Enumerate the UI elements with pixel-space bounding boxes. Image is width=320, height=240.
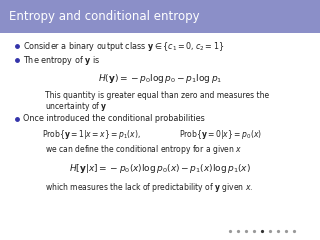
Text: we can define the conditional entropy for a given $x$: we can define the conditional entropy fo… xyxy=(45,144,242,156)
Text: $H[\mathbf{y}|x] = -p_0(x)\log p_0(x) - p_1(x)\log p_1(x)$: $H[\mathbf{y}|x] = -p_0(x)\log p_0(x) - … xyxy=(69,162,251,175)
Text: $\mathrm{Prob}\left\{\mathbf{y}=1|x=x\right\} = p_1(x),$: $\mathrm{Prob}\left\{\mathbf{y}=1|x=x\ri… xyxy=(42,128,140,141)
Text: The entropy of $\mathbf{y}$ is: The entropy of $\mathbf{y}$ is xyxy=(23,54,100,67)
Text: $H(\mathbf{y}) = -p_0\log p_0 - p_1\log p_1$: $H(\mathbf{y}) = -p_0\log p_0 - p_1\log … xyxy=(98,72,222,85)
Text: Consider a binary output class $\mathbf{y} \in \{c_1 = 0, c_2 = 1\}$: Consider a binary output class $\mathbf{… xyxy=(23,40,224,53)
Text: uncertainty of $\mathbf{y}$: uncertainty of $\mathbf{y}$ xyxy=(45,100,108,113)
Text: which measures the lack of predictability of $\mathbf{y}$ given $x$.: which measures the lack of predictabilit… xyxy=(45,181,253,194)
Text: Entropy and conditional entropy: Entropy and conditional entropy xyxy=(9,10,200,23)
Bar xyxy=(0,0,320,33)
Text: Once introduced the conditional probabilities: Once introduced the conditional probabil… xyxy=(23,114,205,123)
Text: $\mathrm{Prob}\left\{\mathbf{y}=0|x\right\} = p_0(x)$: $\mathrm{Prob}\left\{\mathbf{y}=0|x\righ… xyxy=(179,128,262,141)
Text: This quantity is greater equal than zero and measures the: This quantity is greater equal than zero… xyxy=(45,91,269,101)
